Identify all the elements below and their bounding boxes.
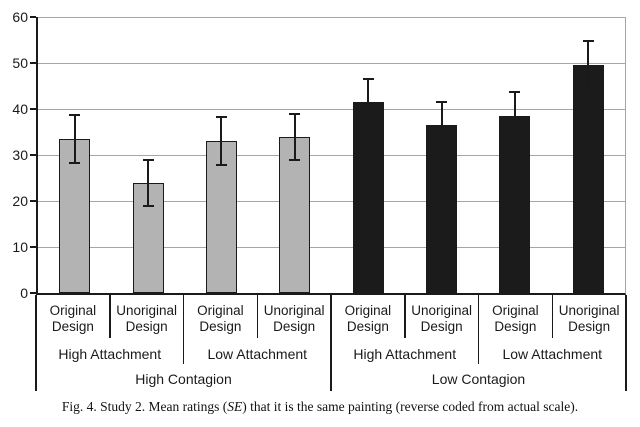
y-tick [30, 246, 36, 248]
design-label-line: Design [494, 319, 537, 334]
design-label-line: Unoriginal [263, 303, 325, 318]
contagion-separator [35, 295, 37, 391]
error-bar-cap-bottom [509, 139, 521, 142]
y-tick [30, 62, 36, 64]
error-bar-line [513, 90, 516, 142]
design-label-cell: Unoriginal Design [405, 295, 479, 341]
error-bar-cap-top [289, 112, 301, 115]
y-tick [30, 292, 36, 294]
design-separator [109, 295, 111, 338]
error-bar-cap-top [436, 100, 448, 103]
error-bar-line [367, 77, 370, 127]
design-label-line: Original [492, 303, 539, 318]
design-label-line: Design [273, 319, 316, 334]
error-bar-cap-bottom [142, 204, 154, 207]
design-label-cell: Original Design [184, 295, 258, 341]
y-tick-label: 40 [12, 101, 28, 117]
attachment-label-cell: Low Attachment [207, 346, 308, 362]
design-label-cell: Unoriginal Design [257, 295, 331, 341]
plot-area [36, 17, 626, 295]
error-bar-cap-bottom [582, 88, 594, 91]
design-label-line: Design [125, 319, 168, 334]
bar [572, 65, 604, 293]
y-tick-label: 30 [12, 147, 28, 163]
gridline-30 [38, 155, 625, 156]
caption-text-prefix: Fig. 4. Study 2. Mean ratings ( [61, 399, 228, 414]
gridline-60 [38, 17, 625, 18]
design-separator [551, 295, 553, 338]
error-bar-cap-top [215, 116, 227, 119]
error-bar-cap-top [509, 90, 521, 93]
bar [59, 138, 91, 293]
error-bar-cap-top [362, 77, 374, 80]
y-tick-label: 50 [12, 55, 28, 71]
y-tick [30, 16, 36, 18]
design-label-line: Design [568, 319, 611, 334]
design-label-line: Original [344, 303, 392, 318]
contagion-label-cell: Low Contagion [431, 371, 526, 387]
bar [499, 115, 531, 293]
y-tick [30, 200, 36, 202]
design-label-cell: Original Design [331, 295, 405, 341]
error-bar-cap-bottom [289, 158, 301, 161]
design-label-line: Design [346, 319, 389, 334]
design-label-line: Design [199, 319, 242, 334]
design-label-line: Unoriginal [411, 303, 473, 318]
design-separator [256, 295, 258, 338]
bar [352, 102, 384, 293]
error-bar-cap-bottom [215, 164, 227, 167]
design-label-line: Unoriginal [116, 303, 178, 318]
error-bar-line [440, 100, 443, 150]
design-label-cell: Original Design [479, 295, 553, 341]
error-bar-line [587, 40, 590, 91]
bar [426, 125, 458, 293]
gridline-20 [38, 201, 625, 202]
attachment-label-cell: Low Attachment [502, 346, 603, 362]
y-tick-label: 60 [12, 9, 28, 25]
caption-text-suffix: ) that it is the same painting (reverse … [242, 399, 579, 414]
design-label-line: Design [420, 319, 463, 334]
design-label-line: Original [197, 303, 244, 318]
y-tick [30, 154, 36, 156]
error-bar-cap-top [142, 158, 154, 161]
error-bar-cap-bottom [362, 124, 374, 127]
gridline-10 [38, 247, 625, 248]
attachment-label-cell: High Attachment [58, 346, 162, 362]
error-bar-line [147, 158, 150, 207]
design-separator [404, 295, 406, 338]
contagion-separator [625, 295, 627, 391]
error-bar-line [220, 116, 223, 167]
caption-se-italic: SE [227, 399, 243, 414]
y-tick-label: 20 [12, 193, 28, 209]
contagion-separator [330, 295, 332, 391]
attachment-label-cell: High Attachment [353, 346, 457, 362]
design-label-line: Original [49, 303, 97, 318]
y-tick-label: 10 [12, 239, 28, 255]
y-tick-label: 0 [20, 285, 28, 301]
design-label-line: Unoriginal [558, 303, 620, 318]
attachment-separator [477, 295, 480, 364]
error-bar-line [293, 112, 296, 161]
error-bar-cap-bottom [69, 162, 81, 165]
y-tick [30, 108, 36, 110]
error-bar-cap-bottom [436, 147, 448, 150]
attachment-separator [182, 295, 185, 364]
gridline-50 [38, 63, 625, 64]
gridline-40 [38, 109, 625, 110]
design-label-line: Design [51, 319, 94, 334]
design-label-cell: Original Design [36, 295, 110, 341]
error-bar-cap-top [582, 40, 594, 42]
error-bar-line [73, 113, 76, 165]
design-label-cell: Unoriginal Design [110, 295, 184, 341]
contagion-label-cell: High Contagion [135, 371, 232, 387]
figure-caption: Fig. 4. Study 2. Mean ratings (SE) that … [0, 399, 640, 415]
design-label-cell: Unoriginal Design [552, 295, 626, 341]
error-bar-cap-top [69, 113, 81, 116]
